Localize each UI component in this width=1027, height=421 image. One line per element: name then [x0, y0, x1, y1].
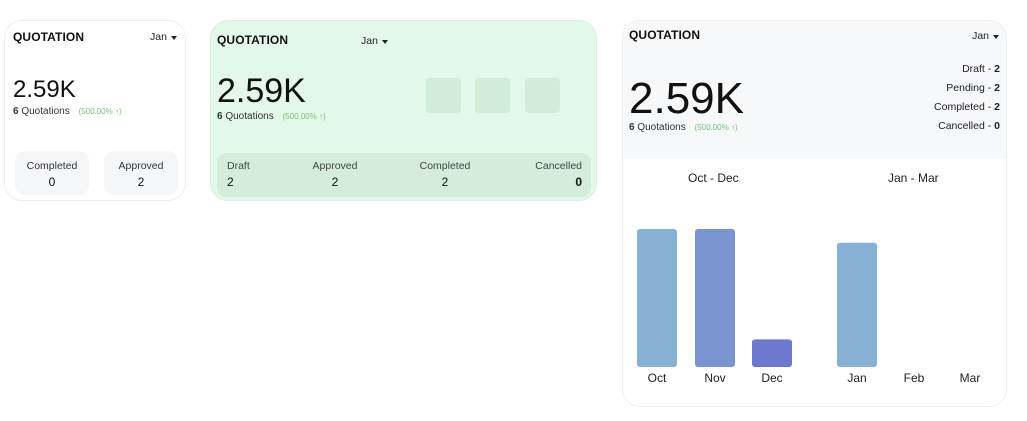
x-tick-label-feb: Feb — [904, 371, 925, 385]
quotation-count: 6 Quotations (500.00% ↑) — [13, 106, 122, 117]
month-dropdown[interactable]: Jan — [972, 30, 999, 42]
bar-nov[interactable] — [695, 229, 735, 367]
quotation-count-number: 6 — [217, 111, 223, 122]
growth-indicator: (500.00% ↑) — [282, 112, 326, 121]
status-approved: Approved 2 — [305, 160, 365, 189]
stat-label: Approved — [118, 160, 164, 172]
bar-jan[interactable] — [837, 242, 877, 367]
caret-down-icon — [993, 34, 999, 39]
stat-label: Completed — [26, 160, 78, 172]
quotation-count-label: Quotations — [21, 106, 70, 117]
status-value: 2 — [227, 175, 234, 189]
stat-box-completed: Completed 0 — [15, 151, 89, 195]
legend-label: Completed - — [934, 101, 995, 113]
card-title: QUOTATION — [217, 33, 289, 47]
quotation-card-wide: QUOTATION Jan 2.59K 6 Quotations (500.00… — [210, 20, 597, 201]
month-dropdown-label: Jan — [150, 31, 167, 43]
card-header — [623, 21, 1006, 159]
bar-oct[interactable] — [637, 229, 677, 367]
month-dropdown-label: Jan — [361, 35, 378, 47]
x-tick-label-mar: Mar — [960, 371, 981, 385]
caret-down-icon — [170, 35, 177, 40]
status-label: Cancelled — [535, 160, 582, 172]
month-dropdown[interactable]: Jan — [361, 35, 388, 47]
quotation-count-number: 6 — [629, 122, 635, 133]
x-tick-label-nov: Nov — [704, 371, 725, 385]
status-cancelled: Cancelled 0 — [535, 160, 582, 189]
legend-value: 2 — [994, 82, 1000, 94]
quotation-count: 6 Quotations (500.00% ↑) — [629, 122, 738, 133]
status-value: 0 — [575, 175, 582, 189]
total-value: 2.59K — [13, 76, 76, 103]
x-tick-label-dec: Dec — [761, 371, 782, 385]
legend-label: Draft - — [962, 63, 995, 75]
quotation-count-label: Quotations — [225, 111, 274, 122]
stat-box-approved: Approved 2 — [104, 151, 178, 195]
total-value: 2.59K — [629, 74, 744, 123]
period-label-q4: Oct - Dec — [688, 171, 739, 185]
placeholder-block — [426, 78, 461, 113]
total-value: 2.59K — [217, 72, 306, 110]
legend-label: Pending - — [946, 82, 995, 94]
legend-label: Cancelled - — [938, 120, 995, 132]
status-completed: Completed 2 — [410, 160, 480, 189]
stat-value: 2 — [137, 175, 145, 189]
legend-cancelled: Cancelled - 0 — [934, 119, 1000, 138]
status-value: 2 — [441, 175, 449, 189]
legend-value: 2 — [994, 63, 1000, 75]
status-summary-bar: Draft 2 Approved 2 Completed 2 Cancelled… — [217, 153, 591, 197]
month-dropdown-label: Jan — [972, 30, 989, 42]
caret-down-icon — [381, 39, 388, 44]
status-legend: Draft - 2 Pending - 2 Completed - 2 Canc… — [934, 62, 1000, 138]
period-label-q1: Jan - Mar — [888, 171, 939, 185]
status-draft: Draft 2 — [227, 160, 250, 189]
legend-value: 2 — [994, 101, 1000, 113]
quotation-count: 6 Quotations (500.00% ↑) — [217, 111, 326, 122]
legend-pending: Pending - 2 — [934, 81, 1000, 100]
quotation-count-number: 6 — [13, 106, 19, 117]
quotation-card-chart: QUOTATION Jan 2.59K 6 Quotations (500.00… — [622, 20, 1007, 407]
x-tick-label-jan: Jan — [847, 371, 866, 385]
placeholder-block — [525, 78, 560, 113]
legend-draft: Draft - 2 — [934, 62, 1000, 81]
quotation-card-compact: QUOTATION Jan 2.59K 6 Quotations (500.00… — [4, 20, 186, 201]
status-value: 2 — [331, 175, 339, 189]
quotation-count-label: Quotations — [637, 122, 686, 133]
placeholder-block — [475, 78, 510, 113]
card-title: QUOTATION — [629, 28, 701, 42]
status-label: Completed — [419, 160, 471, 172]
card-title: QUOTATION — [13, 30, 85, 44]
stat-value: 0 — [48, 175, 56, 189]
legend-value: 0 — [994, 120, 1000, 132]
status-label: Approved — [312, 160, 358, 172]
month-dropdown[interactable]: Jan — [150, 31, 177, 43]
growth-indicator: (500.00% ↑) — [694, 123, 738, 132]
bar-chart: Oct Nov Dec Jan Feb Mar — [637, 229, 981, 385]
legend-completed: Completed - 2 — [934, 100, 1000, 119]
growth-indicator: (500.00% ↑) — [78, 107, 122, 116]
bar-dec[interactable] — [752, 339, 792, 367]
status-label: Draft — [227, 160, 250, 172]
x-tick-label-oct: Oct — [648, 371, 667, 385]
